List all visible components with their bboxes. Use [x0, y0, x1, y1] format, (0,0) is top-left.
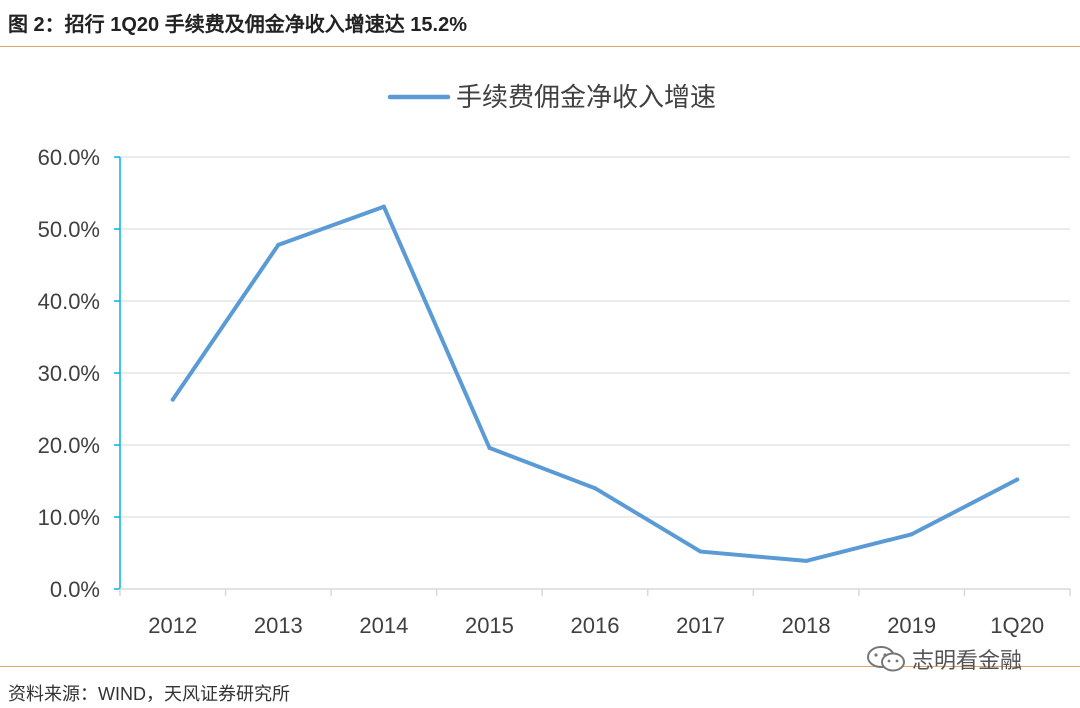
y-tick-label: 40.0%	[38, 289, 100, 314]
data-point	[698, 549, 703, 554]
legend-label: 手续费佣金净收入增速	[456, 83, 716, 113]
y-tick-label: 60.0%	[38, 145, 100, 170]
data-point	[804, 558, 809, 563]
data-point	[909, 532, 914, 537]
x-tick-label: 2013	[254, 613, 303, 638]
data-point	[170, 397, 175, 402]
bottom-rule	[0, 666, 1080, 667]
x-tick-label: 2019	[887, 613, 936, 638]
source-note: 资料来源：WIND，天风证券研究所	[8, 684, 290, 704]
gridlines	[120, 156, 1070, 518]
line-chart: 0.0%10.0%20.0%30.0%40.0%50.0%60.0% 2012 2…	[38, 83, 1071, 638]
x-tick-label: 2012	[148, 613, 197, 638]
data-point	[487, 445, 492, 450]
watermark: 志明看金融	[866, 643, 1022, 675]
x-tick-labels: 2012 2013 2014 2015 2016 2017 2018 2019 1Q20	[148, 613, 1044, 638]
x-tick-label: 1Q20	[990, 613, 1044, 638]
data-point	[593, 486, 597, 491]
y-tick-label: 50.0%	[38, 217, 100, 242]
y-tick-label: 30.0%	[38, 361, 100, 386]
figure-title: 图 2：招行 1Q20 手续费及佣金净收入增速达 15.2%	[8, 14, 467, 36]
x-tick-label: 2017	[676, 613, 725, 638]
x-tick-label: 2015	[465, 613, 514, 638]
data-point	[276, 242, 281, 247]
data-point	[381, 204, 386, 209]
watermark-text: 志明看金融	[912, 648, 1023, 673]
x-tick-label: 2014	[359, 613, 408, 638]
y-tick-labels: 0.0% 10.0% 20.0% 30.0% 40.0% 50.0% 60.0%	[38, 145, 100, 602]
x-tick-label: 2018	[782, 613, 831, 638]
top-rule	[0, 46, 1080, 47]
series-line	[170, 204, 1020, 563]
legend: 手续费佣金净收入增速	[387, 83, 716, 113]
series-lines	[170, 204, 1020, 563]
y-tick-label: 20.0%	[38, 433, 100, 458]
x-tick-label: 2016	[571, 613, 620, 638]
wechat-icon	[867, 646, 905, 672]
data-point	[1015, 477, 1020, 482]
y-tick-label: 10.0%	[38, 505, 100, 530]
y-tick-label: 0.0%	[50, 577, 100, 602]
axes	[114, 156, 1071, 596]
